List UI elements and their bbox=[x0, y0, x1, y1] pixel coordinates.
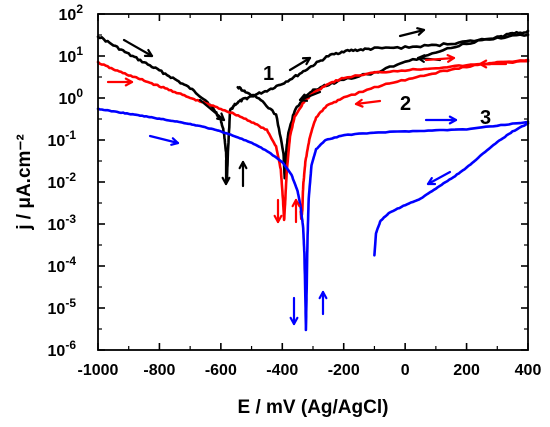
series-3-reverse-line bbox=[373, 122, 530, 257]
plot-frame bbox=[97, 13, 529, 351]
scan-arrows bbox=[106, 27, 508, 326]
arrow-red-2 bbox=[424, 56, 456, 62]
x-tick-labels: -1000 -800 -600 -400 -200 0 200 400 bbox=[78, 362, 542, 379]
series-2-reverse-line bbox=[299, 58, 530, 221]
y-tick-label: 102 bbox=[59, 2, 84, 24]
arrow-black-down-head bbox=[221, 176, 231, 186]
data-curves bbox=[96, 29, 530, 332]
arrow-black-5-head bbox=[416, 27, 426, 36]
arrow-red-4-head bbox=[478, 59, 488, 69]
curve-label-2: 2 bbox=[400, 93, 411, 115]
series-1-reverse-line bbox=[236, 29, 530, 180]
x-tick-label: 400 bbox=[515, 362, 542, 379]
arrow-red-2-head bbox=[446, 53, 456, 63]
y-tick-label: 10-5 bbox=[48, 296, 77, 318]
curve-label-3: 3 bbox=[480, 107, 491, 129]
arrow-blue-1-head bbox=[170, 137, 180, 146]
arrow-blue-up-head bbox=[318, 290, 328, 300]
arrow-black-1 bbox=[122, 38, 154, 58]
arrow-black-2-head bbox=[216, 112, 226, 122]
arrow-red-down-head bbox=[273, 214, 283, 224]
arrow-red-3-head bbox=[354, 98, 364, 108]
x-tick-label: -1000 bbox=[78, 362, 119, 379]
arrow-black-4 bbox=[298, 90, 322, 102]
y-tick-label: 10-1 bbox=[48, 128, 77, 150]
arrow-black-3 bbox=[288, 56, 312, 72]
y-tick-label: 100 bbox=[59, 86, 84, 108]
arrow-red-1-head bbox=[124, 77, 134, 87]
arrow-red-3 bbox=[354, 99, 382, 106]
y-tick-labels: 102 101 100 10-1 10-2 10-3 10-4 10-5 10-6 bbox=[48, 2, 84, 360]
arrow-red-up-head bbox=[291, 198, 301, 208]
x-tick-label: 0 bbox=[401, 362, 410, 379]
arrow-blue-1 bbox=[148, 134, 180, 145]
y-tick-label: 101 bbox=[59, 44, 84, 66]
arrow-blue-3-head bbox=[426, 177, 437, 186]
arrow-blue-2-head bbox=[448, 115, 458, 125]
y-tick-label: 10-3 bbox=[48, 212, 77, 234]
arrow-black-3-head bbox=[301, 56, 312, 66]
y-tick-label: 10-6 bbox=[48, 338, 77, 360]
x-tick-label: 200 bbox=[453, 362, 480, 379]
arrow-black-up-head bbox=[238, 160, 248, 170]
arrow-black-5 bbox=[398, 28, 426, 38]
x-tick-label: -400 bbox=[266, 362, 298, 379]
y-axis-title: j / μA.cm⁻² bbox=[14, 134, 35, 231]
x-axis-title: E / mV (Ag/AgCl) bbox=[238, 397, 389, 418]
series-3-forward-line bbox=[96, 107, 530, 332]
x-tick-label: -800 bbox=[143, 362, 175, 379]
y-tick-label: 10-4 bbox=[48, 254, 77, 276]
arrow-blue-down-head bbox=[289, 316, 299, 326]
x-tick-label: -200 bbox=[328, 362, 360, 379]
arrow-blue-3 bbox=[426, 170, 452, 186]
y-tick-label: 10-2 bbox=[48, 170, 77, 192]
series-1-forward-line bbox=[96, 33, 530, 181]
arrow-black-6-head bbox=[416, 54, 426, 63]
x-tick-label: -600 bbox=[205, 362, 237, 379]
series-2-forward-line bbox=[96, 59, 530, 222]
curve-label-1: 1 bbox=[263, 63, 274, 85]
arrow-black-1-head bbox=[143, 48, 154, 58]
arrow-black-2 bbox=[198, 98, 226, 122]
arrow-black-4-head bbox=[298, 93, 309, 102]
